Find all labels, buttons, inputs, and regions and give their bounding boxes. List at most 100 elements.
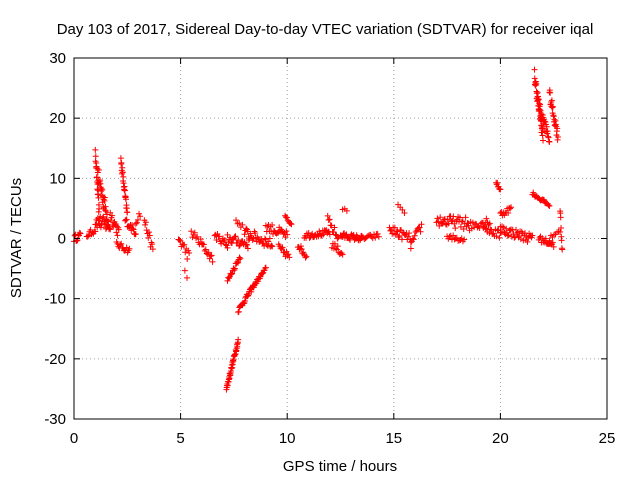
data-point [236, 254, 243, 261]
data-point [258, 236, 265, 243]
data-point [85, 232, 92, 239]
data-point [494, 179, 501, 186]
data-point [244, 241, 251, 248]
data-point [118, 240, 125, 247]
data-point [398, 236, 405, 243]
data-point [493, 233, 500, 240]
data-point [331, 224, 338, 231]
data-point [558, 237, 565, 244]
data-point [283, 228, 290, 235]
data-point [129, 222, 136, 229]
data-point [396, 232, 403, 239]
data-point [541, 118, 548, 125]
data-point [483, 225, 490, 232]
data-point [399, 206, 406, 213]
data-point [545, 202, 552, 209]
data-point [236, 242, 243, 249]
data-point [122, 196, 129, 203]
y-axis-label: SDTVAR / TECUs [8, 178, 25, 298]
data-point [416, 224, 423, 231]
data-point [343, 231, 350, 238]
chart-title: Day 103 of 2017, Sidereal Day-to-day VTE… [57, 21, 594, 38]
data-point [539, 132, 546, 139]
data-point [280, 231, 287, 238]
data-point [302, 254, 309, 261]
data-point [303, 253, 310, 260]
data-point [205, 249, 212, 256]
data-point [524, 238, 531, 245]
data-point [232, 233, 239, 240]
data-point [224, 231, 231, 238]
data-point [544, 128, 551, 135]
data-point [285, 251, 292, 258]
data-point [269, 222, 276, 229]
data-point [497, 186, 504, 193]
data-point [286, 254, 293, 261]
data-point [435, 218, 442, 225]
data-point [546, 138, 553, 145]
data-point [207, 253, 214, 260]
x-tick-label: 0 [70, 430, 78, 447]
data-point [549, 104, 556, 111]
y-tick-label: -30 [44, 411, 66, 428]
data-point [442, 221, 449, 228]
data-point [95, 166, 102, 173]
data-point [146, 232, 153, 239]
data-point [244, 245, 251, 252]
data-point [183, 274, 190, 281]
data-point [339, 251, 346, 258]
data-point [417, 228, 424, 235]
data-point [129, 225, 136, 232]
data-point [494, 227, 501, 234]
data-point [531, 75, 538, 82]
data-point [485, 221, 492, 228]
data-point [260, 240, 267, 247]
data-point [194, 233, 201, 240]
data-point [126, 245, 133, 252]
data-point [334, 243, 341, 250]
data-point [100, 213, 107, 220]
data-point [118, 159, 125, 166]
data-point [96, 205, 103, 212]
data-point [418, 221, 425, 228]
data-point [234, 220, 241, 227]
data-point [197, 236, 204, 243]
data-point [115, 226, 122, 233]
data-point [99, 214, 106, 221]
data-point [242, 297, 249, 304]
data-point [452, 225, 459, 232]
data-point [84, 233, 91, 240]
data-point [531, 66, 538, 73]
data-point [548, 97, 555, 104]
data-point [226, 375, 233, 382]
data-point [395, 234, 402, 241]
data-point [259, 270, 266, 277]
data-point [406, 230, 413, 237]
data-point [549, 239, 556, 246]
data-point [149, 241, 156, 248]
data-point [279, 244, 286, 251]
data-point [288, 221, 295, 228]
data-point [117, 241, 124, 248]
data-point [529, 232, 536, 239]
data-point [325, 217, 332, 224]
x-tick-label: 20 [492, 430, 509, 447]
data-point [101, 194, 108, 201]
data-point [120, 173, 127, 180]
data-point [546, 237, 553, 244]
data-point [95, 194, 102, 201]
data-point [547, 89, 554, 96]
data-point [92, 221, 99, 228]
data-point [181, 267, 188, 274]
data-point [505, 209, 512, 216]
data-point [449, 217, 456, 224]
data-point [503, 225, 510, 232]
data-point [462, 214, 469, 221]
data-point [92, 146, 99, 153]
data-point [284, 231, 291, 238]
data-point [482, 225, 489, 232]
data-point [538, 110, 545, 117]
data-point [298, 246, 305, 253]
data-point [192, 235, 199, 242]
